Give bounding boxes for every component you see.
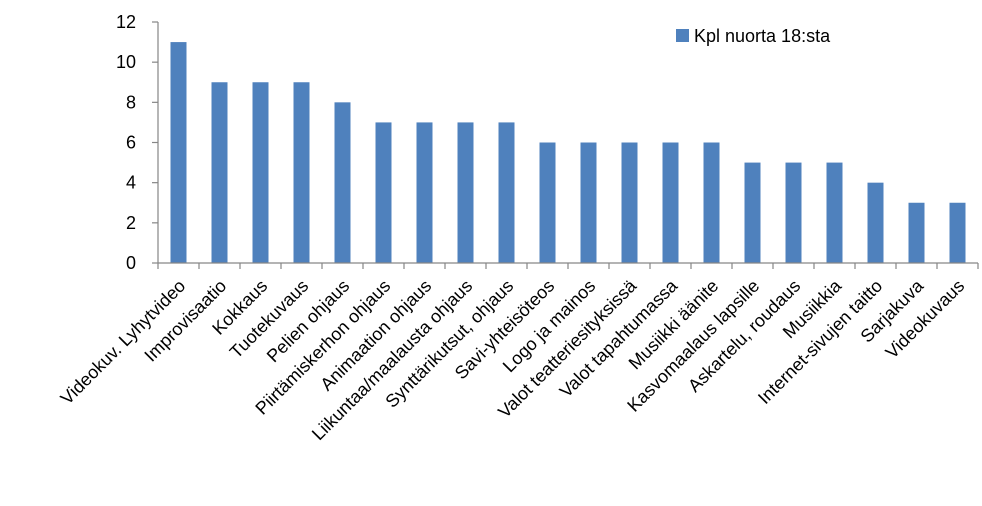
bar (457, 122, 474, 264)
bar (785, 162, 802, 263)
legend-label: Kpl nuorta 18:sta (694, 26, 831, 46)
bar (334, 102, 351, 263)
bar (375, 122, 392, 264)
bar (252, 82, 269, 263)
bar (416, 122, 433, 264)
bar (744, 162, 761, 263)
y-tick-label: 0 (126, 253, 136, 273)
bar (580, 142, 597, 263)
bar (211, 82, 228, 263)
y-tick-label: 12 (116, 12, 136, 32)
bar (703, 142, 720, 263)
bar (662, 142, 679, 263)
y-tick-label: 8 (126, 92, 136, 112)
y-tick-label: 2 (126, 213, 136, 233)
legend-swatch (676, 29, 689, 42)
y-tick-label: 4 (126, 173, 136, 193)
legend: Kpl nuorta 18:sta (676, 26, 831, 46)
y-tick-label: 6 (126, 133, 136, 153)
bar (949, 202, 966, 263)
bar (539, 142, 556, 263)
bar (826, 162, 843, 263)
bars (170, 42, 966, 264)
y-axis: 0 2 4 6 8 10 12 (116, 12, 159, 273)
bar (908, 202, 925, 263)
bar (867, 182, 884, 263)
x-axis: Videokuv. LyhytvideoImprovisaatioKokkaus… (57, 262, 979, 444)
y-tick-label: 10 (116, 52, 136, 72)
bar (498, 122, 515, 264)
bar (293, 82, 310, 263)
bar (170, 42, 187, 264)
bar (621, 142, 638, 263)
